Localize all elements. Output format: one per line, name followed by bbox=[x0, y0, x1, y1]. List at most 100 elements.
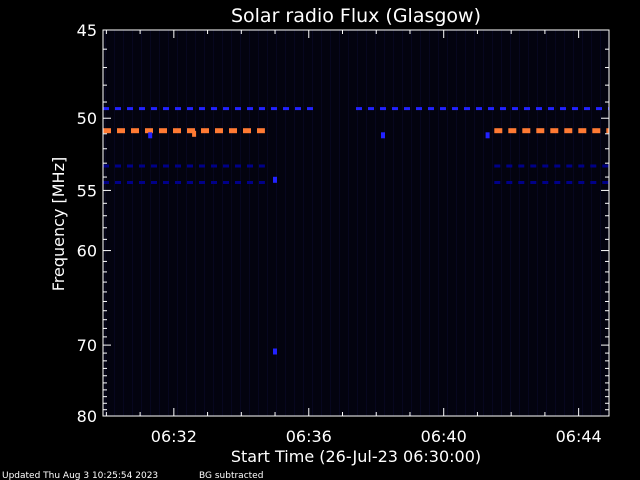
noise-stripe bbox=[177, 30, 178, 416]
band-dash bbox=[572, 107, 578, 111]
band-dash bbox=[494, 128, 503, 134]
band-dash bbox=[199, 107, 205, 111]
y-tick-label: 70 bbox=[77, 336, 97, 355]
noise-stripe bbox=[591, 30, 592, 416]
band-dash bbox=[115, 107, 121, 111]
signal-spot bbox=[148, 132, 153, 139]
noise-stripe bbox=[321, 30, 322, 416]
signal-spot bbox=[381, 132, 385, 139]
band-dash bbox=[295, 107, 301, 111]
band-dash bbox=[103, 107, 109, 111]
noise-stripe bbox=[339, 30, 340, 416]
footer-note: BG subtracted bbox=[199, 471, 263, 480]
band-dash bbox=[117, 128, 125, 134]
band-dash bbox=[151, 164, 157, 168]
band-dash bbox=[187, 128, 195, 134]
band-dash bbox=[235, 181, 241, 184]
noise-stripe bbox=[528, 30, 529, 416]
band-dash bbox=[518, 181, 525, 184]
band-dash bbox=[229, 128, 237, 134]
band-dash bbox=[566, 164, 573, 168]
noise-stripe bbox=[150, 30, 151, 416]
band-dash bbox=[187, 181, 193, 184]
noise-stripe bbox=[123, 30, 124, 416]
band-dash bbox=[187, 107, 193, 111]
noise-stripe bbox=[249, 30, 250, 416]
signal-spot bbox=[273, 348, 277, 355]
y-tick-label: 55 bbox=[77, 181, 97, 200]
noise-stripe bbox=[501, 30, 502, 416]
band-dash bbox=[530, 164, 537, 168]
band-dash bbox=[139, 164, 145, 168]
band-dash bbox=[592, 128, 601, 134]
band-dash bbox=[578, 181, 585, 184]
band-dash bbox=[602, 164, 609, 168]
noise-stripe bbox=[330, 30, 331, 416]
noise-stripe bbox=[186, 30, 187, 416]
noise-stripe bbox=[411, 30, 412, 416]
band-dash bbox=[139, 181, 145, 184]
band-dash bbox=[151, 181, 157, 184]
band-dash bbox=[368, 107, 374, 111]
band-dash bbox=[578, 164, 585, 168]
band-dash bbox=[590, 164, 597, 168]
band-dash bbox=[259, 107, 265, 111]
noise-stripe bbox=[456, 30, 457, 416]
band-dash bbox=[243, 128, 251, 134]
noise-stripe bbox=[222, 30, 223, 416]
band-dash bbox=[127, 181, 133, 184]
band-dash bbox=[542, 164, 549, 168]
noise-stripe bbox=[420, 30, 421, 416]
band-dash bbox=[257, 128, 265, 134]
band-dash bbox=[380, 107, 386, 111]
noise-stripe bbox=[258, 30, 259, 416]
noise-stripe bbox=[492, 30, 493, 416]
noise-stripe bbox=[582, 30, 583, 416]
band-dash bbox=[115, 181, 121, 184]
band-dash bbox=[115, 164, 121, 168]
band-dash bbox=[103, 164, 109, 168]
band-dash bbox=[578, 128, 587, 134]
band-dash bbox=[259, 164, 265, 168]
x-tick-label: 06:32 bbox=[151, 427, 197, 446]
noise-stripe bbox=[564, 30, 565, 416]
plot-frame bbox=[102, 29, 610, 417]
noise-stripe bbox=[384, 30, 385, 416]
noise-stripe bbox=[510, 30, 511, 416]
noise-stripe bbox=[438, 30, 439, 416]
band-dash bbox=[566, 181, 573, 184]
noise-stripe bbox=[348, 30, 349, 416]
band-dash bbox=[235, 164, 241, 168]
band-dash bbox=[508, 128, 517, 134]
x-tick-label: 06:40 bbox=[421, 427, 467, 446]
noise-stripe bbox=[285, 30, 286, 416]
noise-stripe bbox=[159, 30, 160, 416]
band-dash bbox=[590, 181, 597, 184]
band-dash bbox=[199, 164, 205, 168]
band-dash bbox=[223, 164, 229, 168]
band-dash bbox=[518, 164, 525, 168]
plot-background bbox=[103, 30, 609, 416]
band-dash bbox=[271, 107, 277, 111]
noise-stripe bbox=[483, 30, 484, 416]
band-dash bbox=[223, 181, 229, 184]
noise-stripe bbox=[213, 30, 214, 416]
band-dash bbox=[596, 107, 602, 111]
chart-title: Solar radio Flux (Glasgow) bbox=[231, 5, 481, 27]
band-dash bbox=[554, 164, 561, 168]
noise-stripe bbox=[240, 30, 241, 416]
band-dash bbox=[211, 107, 217, 111]
y-tick-label: 50 bbox=[77, 109, 97, 128]
band-dash bbox=[175, 107, 181, 111]
band-dash bbox=[392, 107, 398, 111]
noise-stripe bbox=[141, 30, 142, 416]
band-dash bbox=[211, 164, 217, 168]
band-dash bbox=[500, 107, 506, 111]
band-dash bbox=[199, 181, 205, 184]
band-dash bbox=[464, 107, 470, 111]
noise-stripe bbox=[195, 30, 196, 416]
band-dash bbox=[139, 107, 145, 111]
band-dash bbox=[103, 128, 111, 134]
spectrogram-marks bbox=[103, 107, 609, 355]
